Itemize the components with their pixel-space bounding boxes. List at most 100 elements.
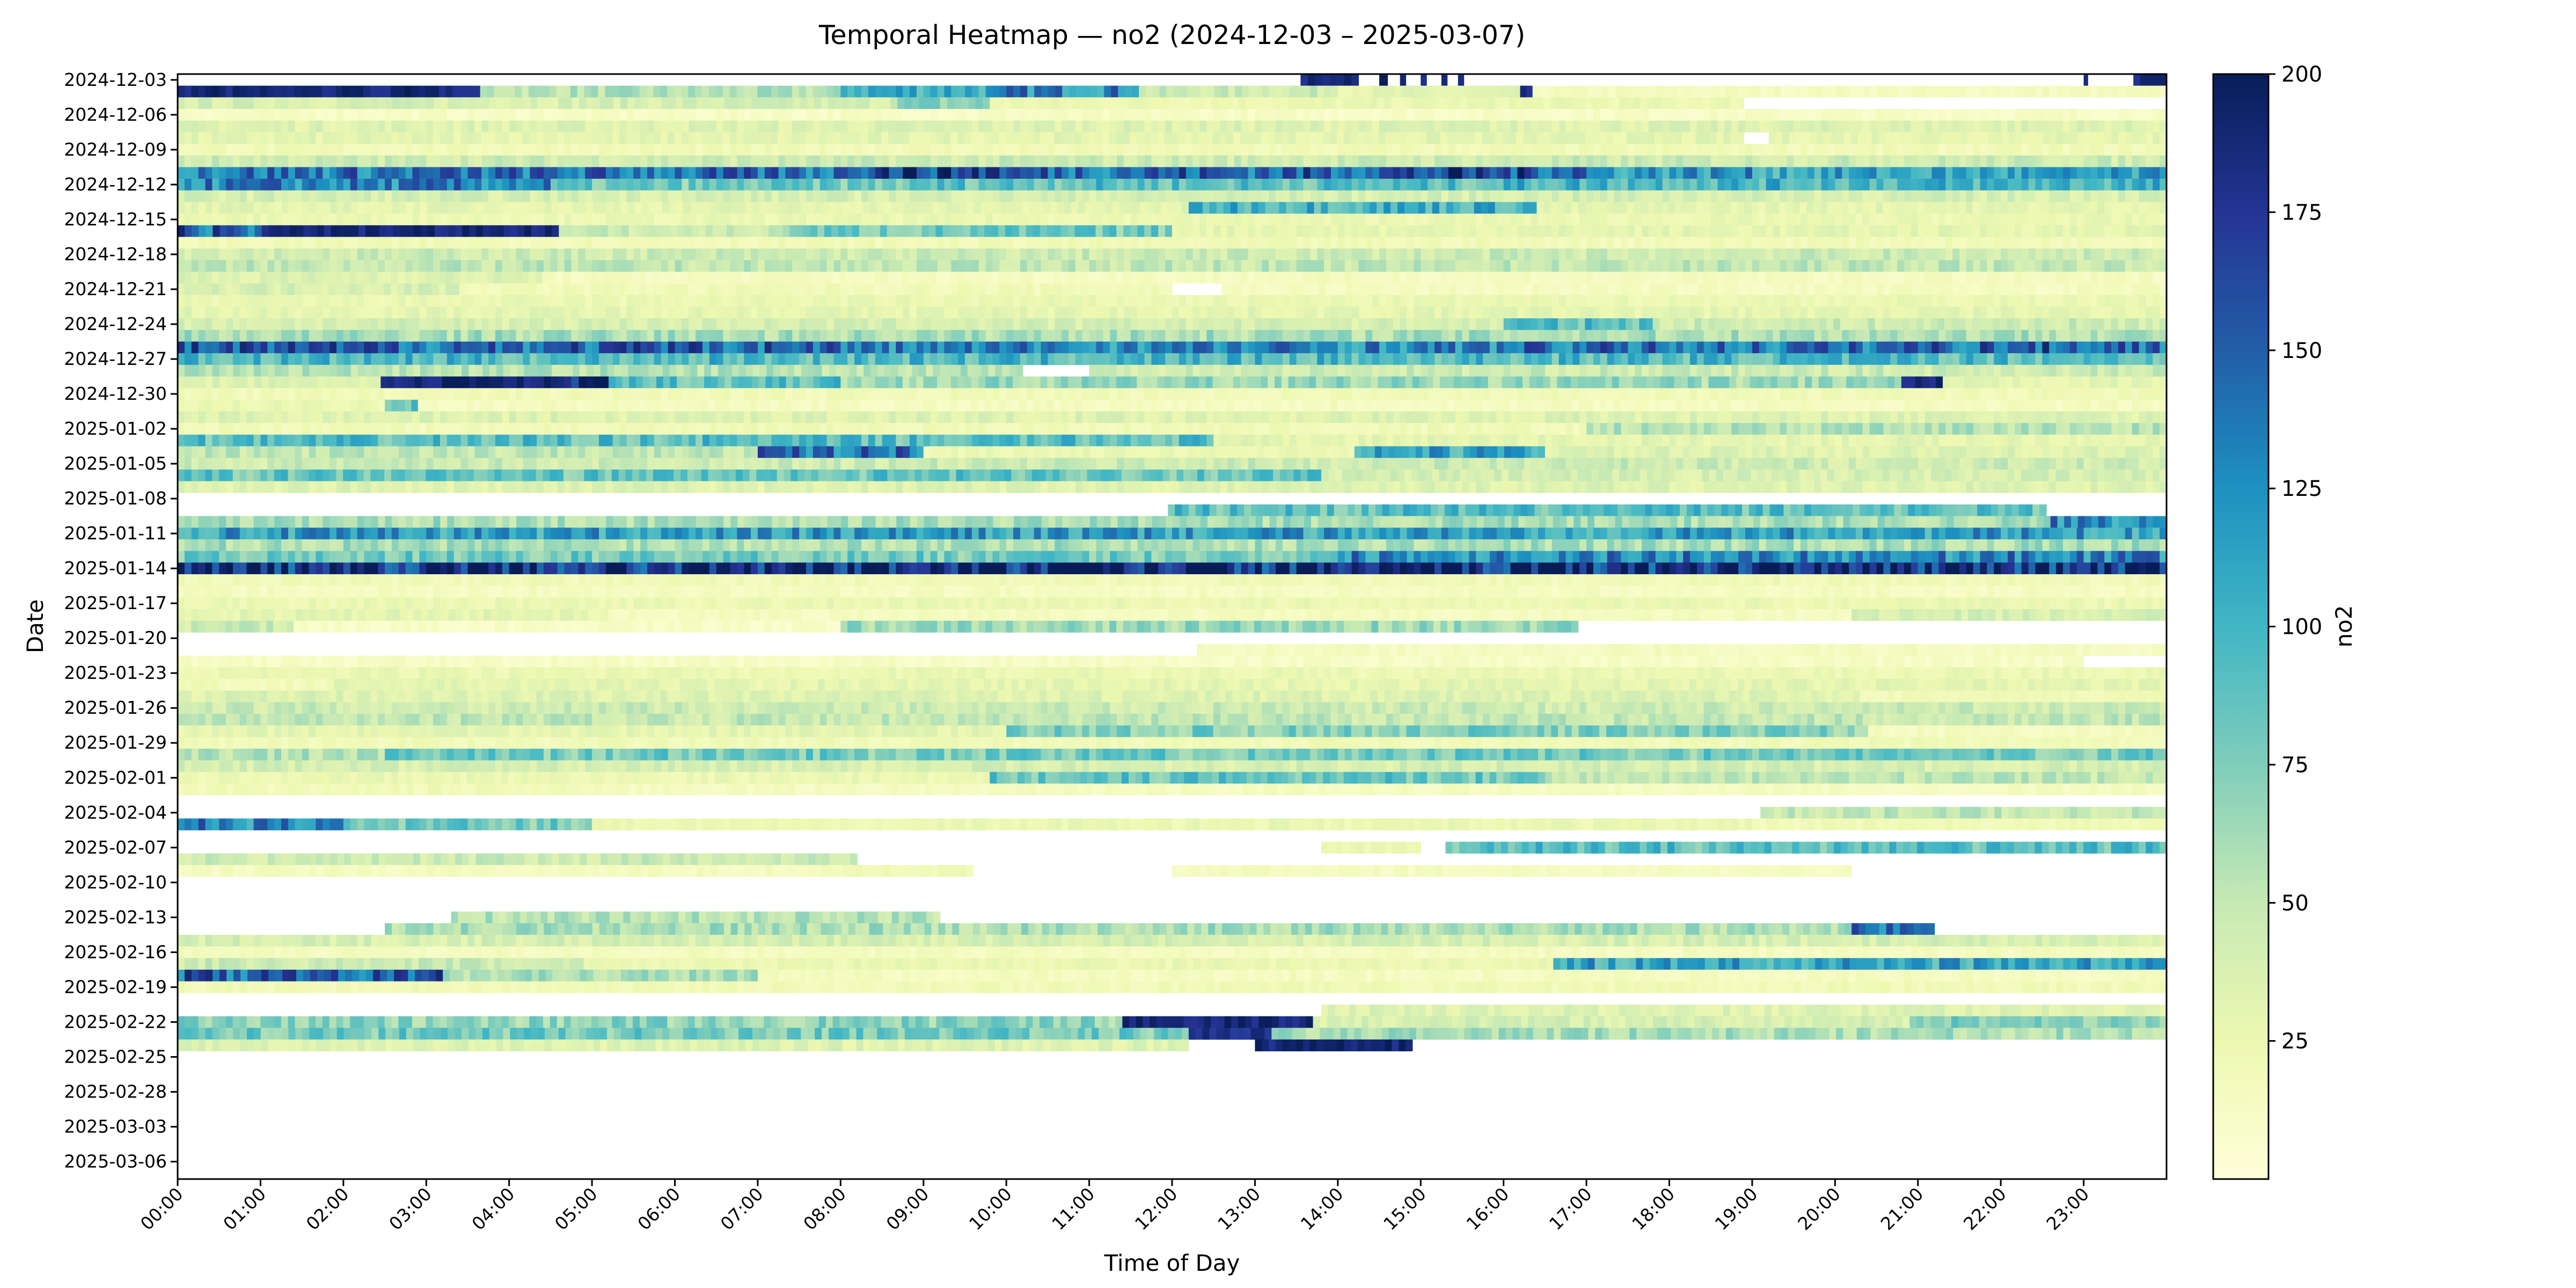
heatmap-cell <box>846 272 854 284</box>
heatmap-cell <box>1851 132 1858 144</box>
heatmap-cell <box>1849 155 1856 167</box>
heatmap-cell <box>614 225 623 237</box>
heatmap-cell <box>1130 120 1138 133</box>
heatmap-cell <box>1529 132 1538 144</box>
heatmap-cell <box>584 85 591 98</box>
heatmap-cell <box>1585 132 1593 144</box>
heatmap-cell <box>683 97 690 109</box>
heatmap-cell <box>1835 109 1842 121</box>
heatmap-cell <box>1110 120 1117 133</box>
heatmap-cell <box>419 190 427 202</box>
heatmap-cell <box>1745 260 1753 272</box>
heatmap-cell <box>605 167 613 179</box>
heatmap-cell <box>1013 85 1021 98</box>
heatmap-cell <box>822 202 829 214</box>
heatmap-cell <box>295 132 303 144</box>
heatmap-cell <box>1269 260 1276 272</box>
heatmap-cell <box>1807 144 1815 156</box>
heatmap-cell <box>833 120 841 133</box>
heatmap-cell <box>1794 155 1801 167</box>
heatmap-cell <box>1565 272 1573 284</box>
heatmap-cell <box>1179 167 1187 179</box>
heatmap-cell <box>1310 109 1318 121</box>
heatmap-cell <box>2007 202 2015 214</box>
heatmap-cell <box>474 260 482 272</box>
heatmap-cell <box>1344 214 1352 226</box>
heatmap-cell <box>985 248 993 261</box>
heatmap-cell <box>1446 202 1454 214</box>
heatmap-cell <box>1282 225 1290 237</box>
heatmap-cell <box>782 225 790 237</box>
heatmap-cell <box>501 85 508 98</box>
heatmap-cell <box>438 85 447 98</box>
heatmap-cell <box>1655 272 1663 284</box>
heatmap-cell <box>923 283 931 296</box>
heatmap-cell <box>1800 190 1808 202</box>
heatmap-cell <box>1496 179 1504 191</box>
heatmap-cell <box>1144 144 1152 156</box>
heatmap-cell <box>1835 155 1842 167</box>
heatmap-cell <box>232 85 240 98</box>
heatmap-cell <box>357 97 365 109</box>
heatmap-cell <box>1088 225 1096 237</box>
heatmap-cell <box>1745 144 1753 156</box>
heatmap-cell <box>592 179 599 191</box>
heatmap-cell <box>1966 167 1974 179</box>
heatmap-cell <box>1220 237 1228 249</box>
heatmap-cell <box>985 120 993 133</box>
heatmap-cell <box>2008 190 2015 202</box>
heatmap-cell <box>384 283 391 296</box>
heatmap-cell <box>356 85 364 98</box>
heatmap-cell <box>260 179 268 191</box>
heatmap-cell <box>1158 179 1166 191</box>
heatmap-cell <box>564 144 572 156</box>
heatmap-cell <box>267 132 275 144</box>
heatmap-cell <box>336 144 344 156</box>
heatmap-cell <box>586 202 594 214</box>
heatmap-cell <box>2153 214 2160 226</box>
heatmap-cell <box>2021 248 2029 261</box>
heatmap-cell <box>1987 260 1994 272</box>
heatmap-cell <box>1792 202 1801 214</box>
heatmap-cell <box>537 144 544 156</box>
heatmap-cell <box>1199 179 1207 191</box>
heatmap-cell <box>1329 74 1337 86</box>
heatmap-cell <box>253 155 261 167</box>
heatmap-cell <box>971 155 979 167</box>
heatmap-cell <box>1158 190 1166 202</box>
heatmap-cell <box>397 283 405 296</box>
heatmap-cell <box>840 260 848 272</box>
heatmap-cell <box>1476 120 1483 133</box>
heatmap-cell <box>2008 248 2015 261</box>
heatmap-cell <box>882 214 890 226</box>
heatmap-cell <box>813 144 821 156</box>
heatmap-cell <box>288 167 296 179</box>
heatmap-cell <box>1289 260 1297 272</box>
heatmap-cell <box>757 214 765 226</box>
heatmap-cell <box>1897 120 1905 133</box>
heatmap-cell <box>316 214 323 226</box>
heatmap-cell <box>2008 109 2015 121</box>
heatmap-cell <box>364 144 371 156</box>
heatmap-cell <box>992 85 1000 98</box>
heatmap-cell <box>426 155 434 167</box>
heatmap-cell <box>335 272 343 284</box>
heatmap-cell <box>778 132 785 144</box>
heatmap-cell <box>1413 132 1420 144</box>
heatmap-cell <box>2042 167 2050 179</box>
heatmap-cell <box>2139 214 2146 226</box>
heatmap-cell <box>1607 225 1615 237</box>
heatmap-cell <box>302 109 310 121</box>
heatmap-cell <box>1959 144 1967 156</box>
heatmap-cell <box>1462 179 1469 191</box>
heatmap-cell <box>1648 179 1656 191</box>
heatmap-cell <box>212 272 219 284</box>
heatmap-cell <box>1041 248 1048 261</box>
heatmap-cell <box>1517 260 1525 272</box>
heatmap-cell <box>633 132 640 144</box>
heatmap-cell <box>632 283 640 296</box>
heatmap-cell <box>1517 214 1525 226</box>
heatmap-cell <box>1411 202 1419 214</box>
heatmap-cell <box>310 225 318 237</box>
heatmap-cell <box>302 214 310 226</box>
